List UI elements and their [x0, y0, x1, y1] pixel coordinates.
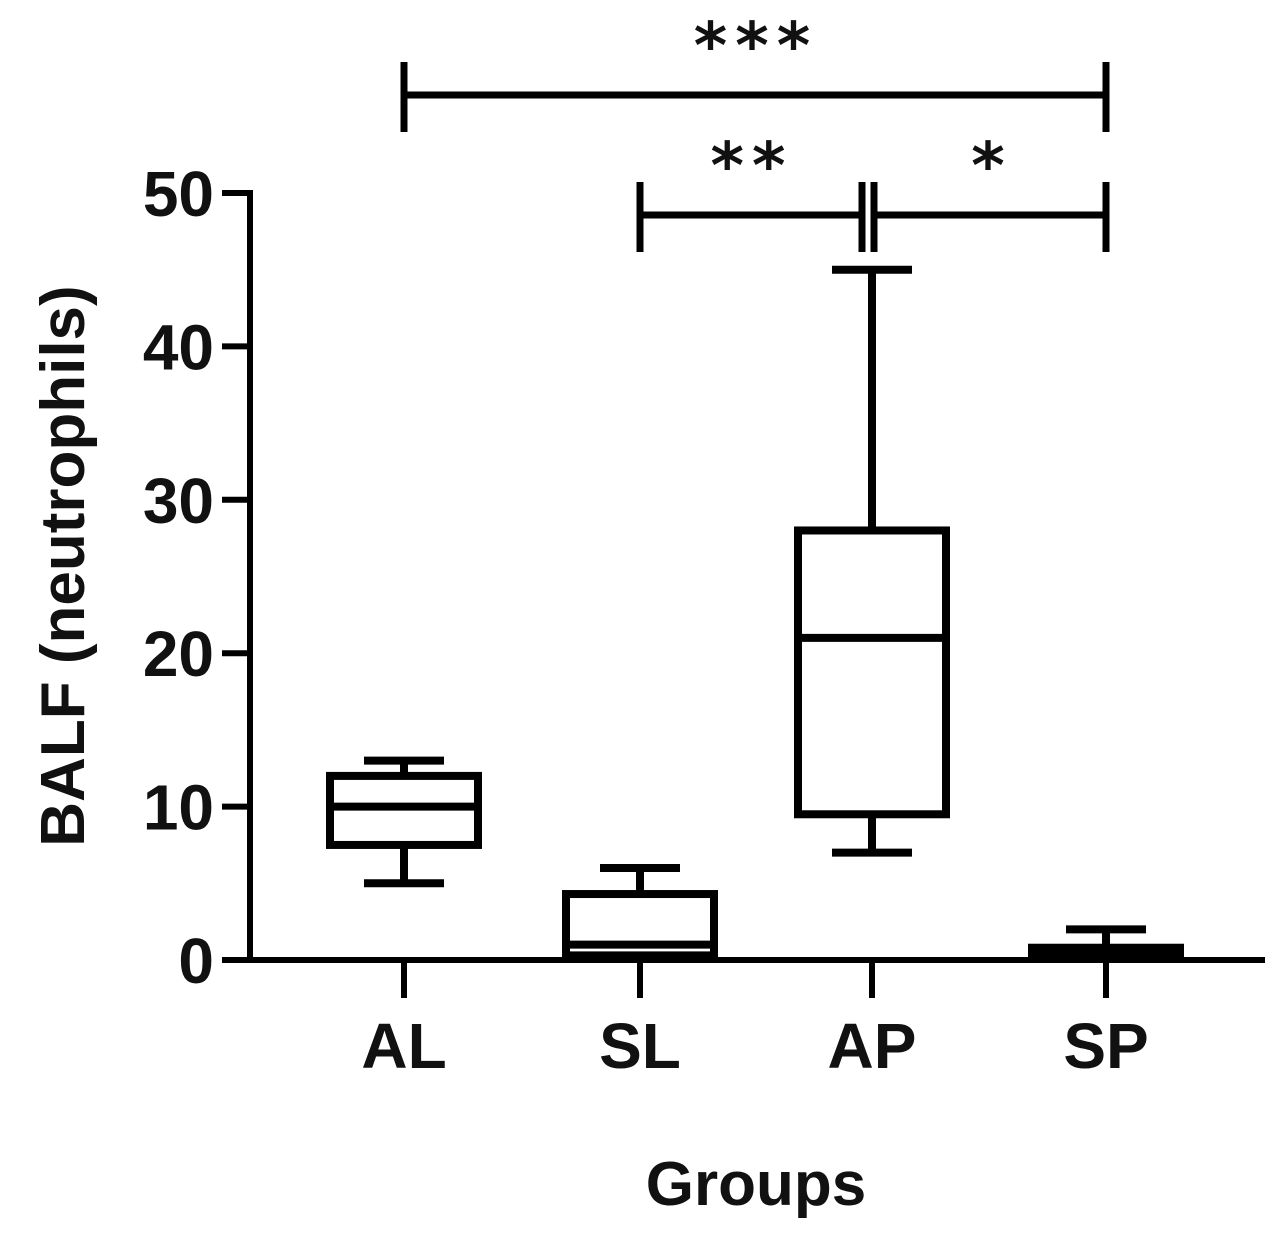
- box-sp: [1028, 925, 1184, 961]
- x-axis: AL SL AP SP: [247, 957, 1265, 1082]
- box-sl: [562, 863, 718, 960]
- y-tick-label: 30: [143, 465, 214, 537]
- box-iqr: [794, 526, 950, 819]
- y-axis-title: BALF (neutrophils): [29, 285, 98, 846]
- x-axis-title: Groups: [646, 1150, 866, 1219]
- y-axis: 0 10 20 30 40 50: [143, 158, 253, 997]
- box-al: [326, 756, 482, 888]
- y-tick-label: 20: [143, 618, 214, 690]
- y-tick-label: 0: [178, 925, 214, 997]
- x-tick-label: AL: [361, 1010, 446, 1082]
- significance-bracket: **: [636, 130, 866, 252]
- significance-brackets: ***** *: [400, 10, 1110, 252]
- significance-label: *: [971, 130, 1012, 204]
- x-tick-label: SP: [1063, 1010, 1148, 1082]
- y-tick-label: 50: [143, 158, 214, 230]
- y-tick-label: 10: [143, 772, 214, 844]
- significance-bracket: *: [870, 130, 1110, 252]
- x-tick-label: AP: [828, 1010, 917, 1082]
- box-series: [326, 265, 1184, 961]
- y-tick-label: 40: [143, 311, 214, 383]
- significance-label: **: [711, 130, 794, 204]
- significance-bracket: ***: [400, 10, 1110, 132]
- significance-label: ***: [694, 10, 818, 84]
- x-tick-label: SL: [599, 1010, 681, 1082]
- box-ap: [794, 265, 950, 857]
